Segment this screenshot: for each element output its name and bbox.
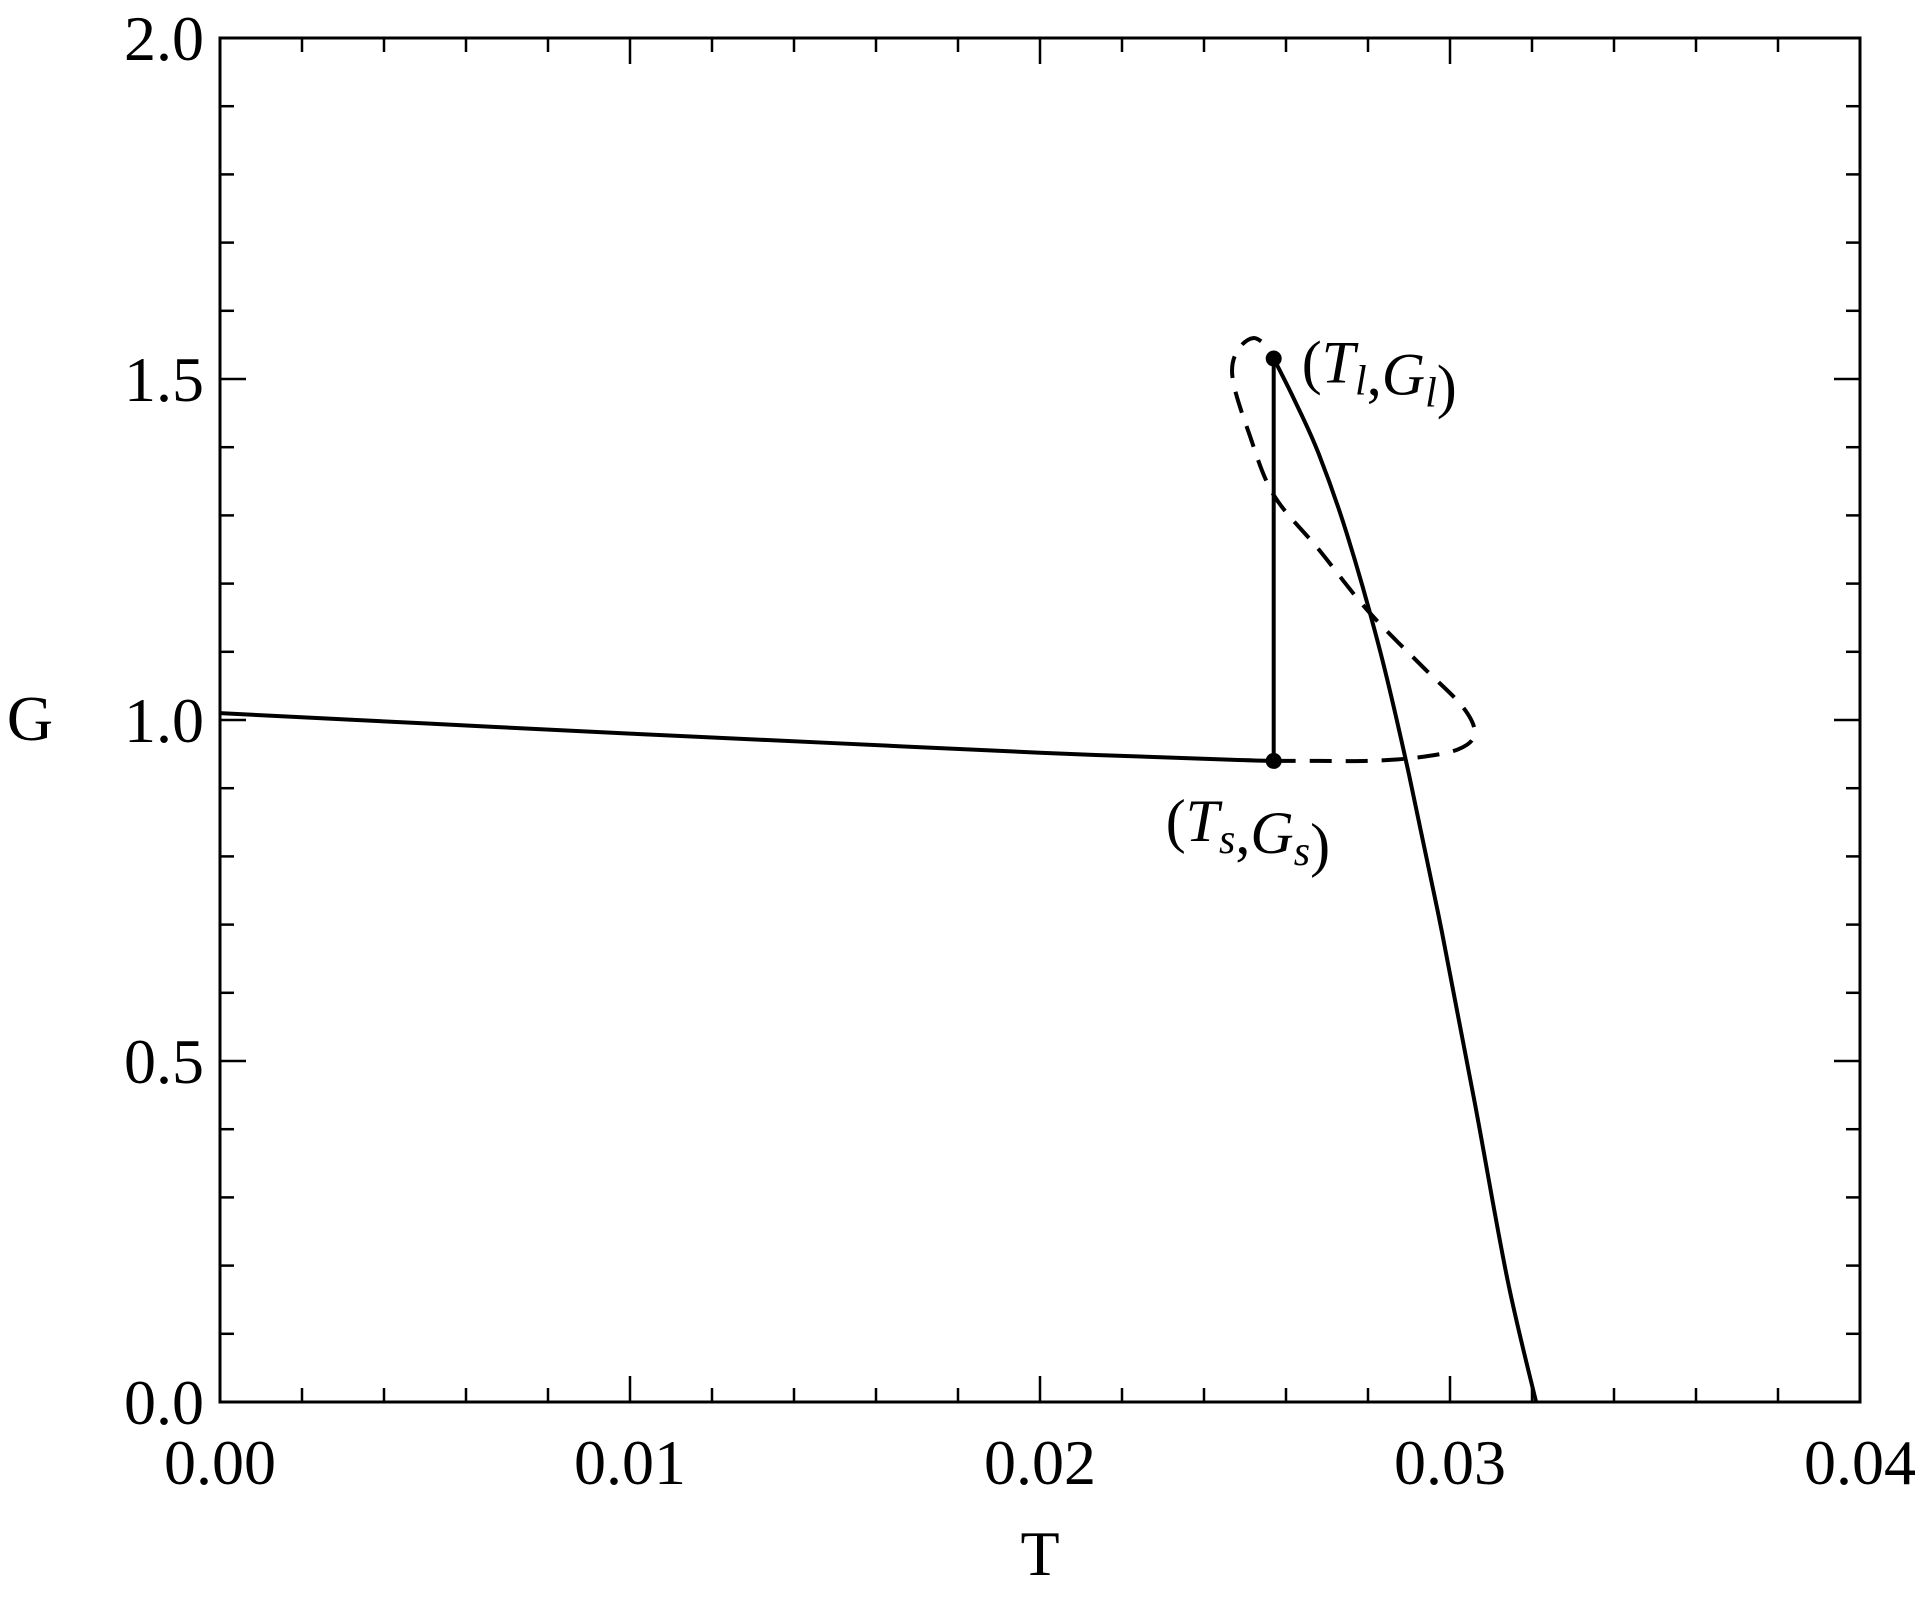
y-tick-label: 1.5 [124, 344, 204, 415]
x-tick-label: 0.04 [1804, 1427, 1916, 1498]
x-tick-label: 0.02 [984, 1427, 1096, 1498]
point-annotation-0: (Tl,Gl) [1302, 330, 1457, 420]
x-tick-label: 0.01 [574, 1427, 686, 1498]
tick-marks [218, 36, 1862, 1404]
solid-series-line-0 [219, 711, 1274, 763]
marked-point-1 [1265, 752, 1282, 769]
y-tick-label: 0.5 [124, 1026, 204, 1097]
annotation-layer: (Tl,Gl) (Ts,Gs) [1166, 330, 1457, 878]
x-axis-label: T [1020, 1518, 1059, 1589]
y-tick-label: 2.0 [124, 3, 204, 74]
marked-point-0 [1265, 350, 1282, 367]
y-tick-label: 0.0 [124, 1367, 204, 1438]
solid-series-line-2 [1271, 357, 1539, 1403]
dashed-series-line-3 [1229, 336, 1477, 764]
x-tick-label: 0.00 [164, 1427, 276, 1498]
x-tick-label: 0.03 [1394, 1427, 1506, 1498]
points-layer [1265, 350, 1282, 769]
y-axis-label: G [7, 683, 53, 754]
tick-labels: 0.00 0.01 0.02 0.03 0.04 0.0 0.5 1.0 1.5 2.0 [124, 3, 1916, 1498]
y-tick-label: 1.0 [124, 685, 204, 756]
series-layer [219, 336, 1539, 1403]
plot-frame [218, 36, 1862, 1404]
point-annotation-1: (Ts,Gs) [1166, 788, 1330, 878]
